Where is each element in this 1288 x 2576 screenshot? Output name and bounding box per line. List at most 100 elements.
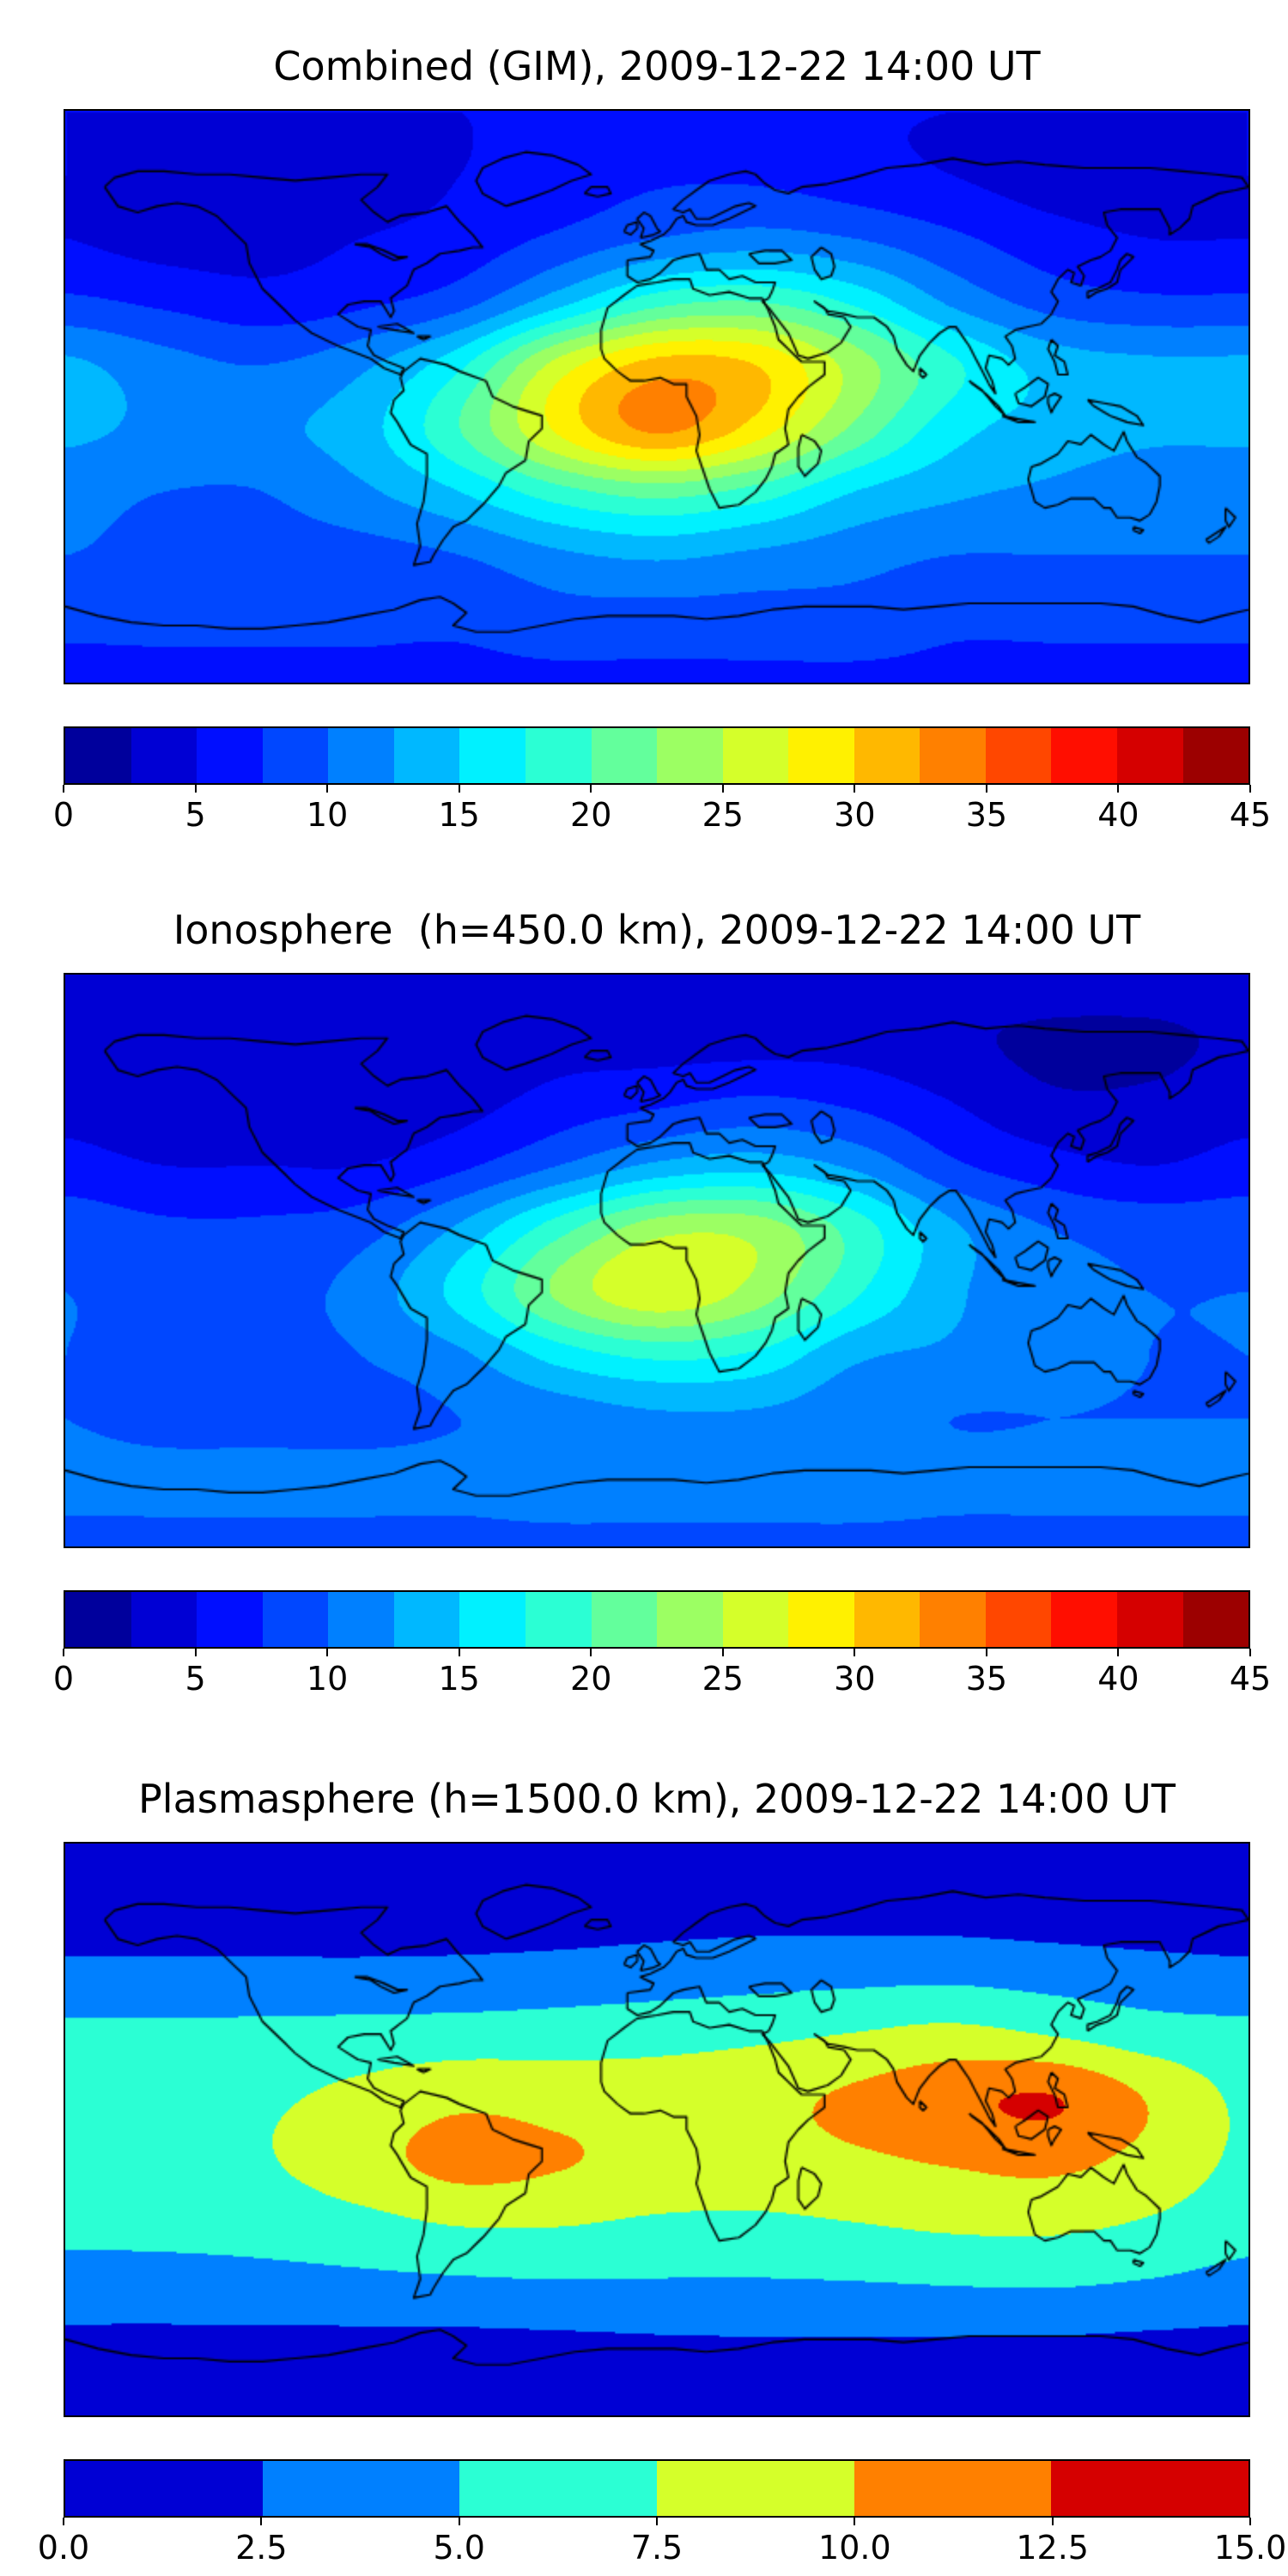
colorbar-tick [63, 1649, 64, 1656]
colorbar-segment [657, 728, 723, 783]
colorbar-tick [721, 1649, 724, 1656]
colorbar-combined [64, 726, 1250, 785]
map-combined [64, 109, 1250, 684]
colorbar-segment [1051, 1592, 1117, 1647]
colorbar-segment [1051, 2461, 1249, 2516]
colorbar-tick [985, 785, 987, 793]
colorbar-segment [262, 1592, 329, 1647]
colorbar-segment [591, 1592, 658, 1647]
colorbar-tick [194, 1649, 197, 1656]
colorbar-segment [1182, 728, 1249, 783]
colorbar-tick [985, 1649, 987, 1656]
colorbar-segment [525, 1592, 592, 1647]
colorbar-tick [1117, 1649, 1120, 1656]
colorbar-segment [262, 2461, 460, 2516]
colorbar-tick-label: 40 [1097, 1660, 1139, 1698]
colorbar-segment [197, 1592, 263, 1647]
colorbar-tick [194, 785, 197, 793]
colorbar-tick-label: 7.5 [630, 2529, 683, 2567]
colorbar-tick-label: 0.0 [37, 2529, 90, 2567]
colorbar-segment [1051, 728, 1117, 783]
colorbar-tick [1117, 785, 1120, 793]
colorbar-segment [985, 1592, 1052, 1647]
map-plasmasphere [64, 1842, 1250, 2417]
colorbar-segment [131, 728, 197, 783]
panel-ionosphere: Ionosphere (h=450.0 km), 2009-12-22 14:0… [0, 864, 1288, 1722]
colorbar-tick-label: 15 [438, 1660, 480, 1698]
colorbar-segment [197, 728, 263, 783]
colorbar-tick-label: 25 [702, 1660, 744, 1698]
colorbar-segment [1117, 728, 1183, 783]
colorbar-tick-label: 5 [185, 1660, 206, 1698]
colorbar-tick-label: 20 [570, 796, 612, 834]
colorbar-tick-label: 15 [438, 796, 480, 834]
colorbar-tick-label: 5.0 [433, 2529, 485, 2567]
colorbar-ticklabels-plasmasphere: 0.0 2.5 5.0 7.5 10.0 12.5 15.0 [38, 2518, 1286, 2576]
colorbar-segment [788, 1592, 854, 1647]
colorbar-tick [63, 785, 64, 793]
map-canvas-ionosphere [65, 975, 1249, 1546]
colorbar-segment [722, 728, 789, 783]
colorbar-tick [458, 2518, 460, 2525]
colorbar-segment [854, 728, 920, 783]
colorbar-tick [63, 2518, 64, 2525]
colorbar-segment [262, 728, 329, 783]
colorbar-tick [458, 1649, 460, 1656]
colorbar-tick [1249, 785, 1251, 793]
panel-combined-gim: Combined (GIM), 2009-12-22 14:00 UT 0 5 10… [0, 0, 1288, 859]
panel-title-combined: Combined (GIM), 2009-12-22 14:00 UT [273, 43, 1041, 89]
colorbar-tick-label: 5 [185, 796, 206, 834]
colorbar-segment [1117, 1592, 1183, 1647]
map-canvas-combined [65, 111, 1249, 683]
map-ionosphere [64, 973, 1250, 1548]
colorbar-tick [1051, 2518, 1054, 2525]
colorbar-tick-label: 45 [1229, 1660, 1272, 1698]
colorbar-tick [590, 785, 592, 793]
colorbar-segment [657, 1592, 723, 1647]
panel-plasmasphere: Plasmasphere (h=1500.0 km), 2009-12-22 1… [0, 1733, 1288, 2576]
colorbar-tick-label: 25 [702, 796, 744, 834]
colorbar-tick [590, 1649, 592, 1656]
colorbar-tick-label: 0 [52, 1660, 75, 1698]
colorbar-tick-label: 30 [834, 796, 876, 834]
colorbar-tick [260, 2518, 263, 2525]
colorbar-tick [854, 2518, 856, 2525]
colorbar-tick [458, 785, 460, 793]
colorbar-ionosphere [64, 1590, 1250, 1649]
colorbar-segment [459, 1592, 526, 1647]
panel-title-plasmasphere: Plasmasphere (h=1500.0 km), 2009-12-22 1… [138, 1776, 1176, 1822]
colorbar-segment [65, 728, 131, 783]
colorbar-segment [65, 2461, 263, 2516]
colorbar-tick-label: 40 [1097, 796, 1139, 834]
panel-title-ionosphere: Ionosphere (h=450.0 km), 2009-12-22 14:0… [173, 907, 1141, 953]
colorbar-segment [722, 1592, 789, 1647]
colorbar-tick [656, 2518, 658, 2525]
colorbar-tick [326, 1649, 329, 1656]
colorbar-segment [788, 728, 854, 783]
colorbar-tick-label: 15.0 [1213, 2529, 1287, 2567]
colorbar-segment [985, 728, 1052, 783]
colorbar-tick-label: 10 [306, 796, 349, 834]
colorbar-segment [920, 728, 986, 783]
colorbar-segment [1182, 1592, 1249, 1647]
map-canvas-plasmasphere [65, 1844, 1249, 2415]
colorbar-ticklabels-ionosphere: 0 5 10 15 20 25 30 35 40 45 [53, 1649, 1271, 1710]
colorbar-tick-label: 10.0 [818, 2529, 891, 2567]
colorbar-tick-label: 2.5 [235, 2529, 288, 2567]
colorbar-segment [393, 1592, 460, 1647]
colorbar-tick-label: 35 [965, 1660, 1008, 1698]
colorbar-tick-label: 45 [1229, 796, 1272, 834]
colorbar-tick-label: 12.5 [1016, 2529, 1089, 2567]
colorbar-segment [328, 1592, 394, 1647]
colorbar-segment [657, 2461, 854, 2516]
colorbar-segment [459, 2461, 658, 2516]
colorbar-segment [920, 1592, 986, 1647]
colorbar-tick-label: 30 [834, 1660, 876, 1698]
colorbar-segment [65, 1592, 131, 1647]
colorbar-tick-label: 0 [52, 796, 75, 834]
colorbar-tick-label: 10 [306, 1660, 349, 1698]
colorbar-tick [854, 1649, 856, 1656]
colorbar-segment [131, 1592, 197, 1647]
colorbar-tick-label: 20 [570, 1660, 612, 1698]
colorbar-segment [393, 728, 460, 783]
